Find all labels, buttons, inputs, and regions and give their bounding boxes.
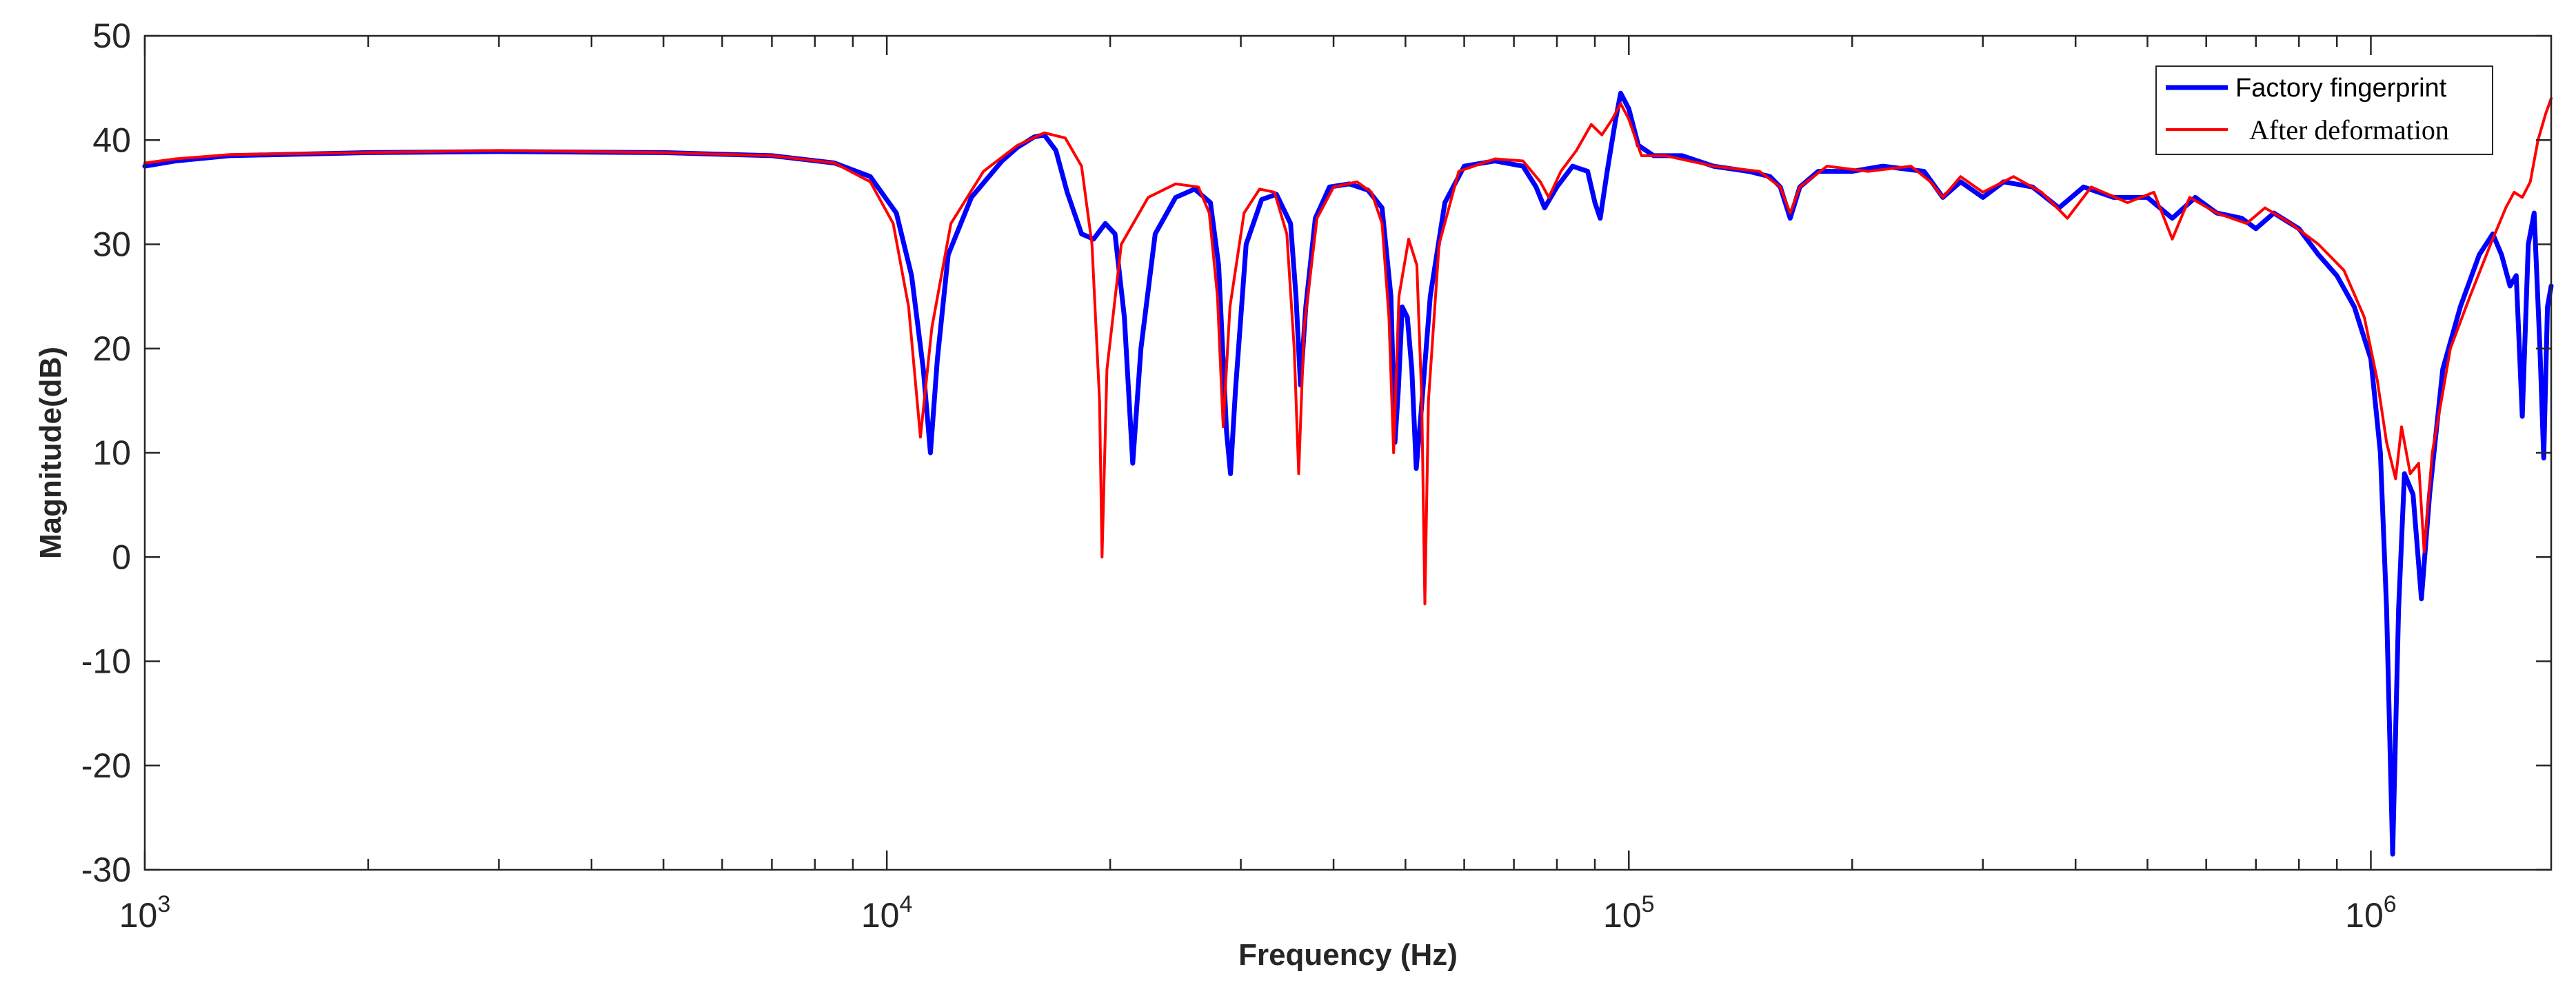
y-tick-label: -30 [81,851,131,889]
y-tick-label: 50 [92,17,131,55]
x-tick-label: 106 [2345,891,2397,935]
y-tick-label: 20 [92,329,131,368]
series-line-factory-fingerprint [142,90,2554,857]
legend-label-factory-fingerprint: Factory fingerprint [2235,74,2447,103]
y-axis-ticks: -30 -20 -10 0 10 20 30 40 50 [81,17,2551,889]
legend-box [2155,65,2493,155]
legend: Factory fingerprint After deformation [2155,65,2493,155]
x-tick-label: 105 [1603,891,1655,935]
series-layer [142,90,2554,857]
y-tick-label: 40 [92,121,131,159]
y-tick-label: 30 [92,225,131,264]
x-tick-label: 104 [861,891,913,935]
y-tick-label: -10 [81,642,131,681]
y-tick-label: 10 [92,434,131,472]
y-tick-label: -20 [81,746,131,785]
x-axis-ticks: 103 104 105 106 [119,36,2397,935]
y-axis-title: Magnitude(dB) [34,347,68,559]
y-tick-label: 0 [112,538,131,576]
series-line-after-deformation [143,96,2553,606]
x-axis-title: Frequency (Hz) [1238,938,1458,972]
x-tick-label: 103 [119,891,171,935]
legend-label-after-deformation: After deformation [2249,114,2449,145]
